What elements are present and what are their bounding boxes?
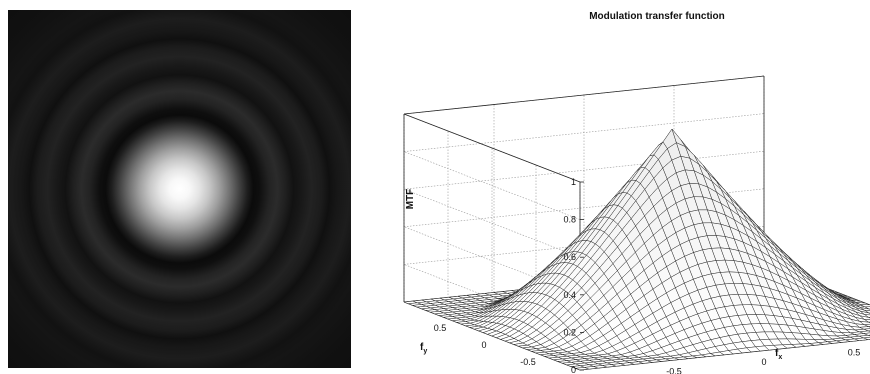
z-tick-labels: 0 0.2 0.4 0.6 0.8 1 (563, 177, 584, 374)
z-tick-label: 0 (571, 365, 576, 374)
mtf-surface-mesh (403, 128, 870, 371)
box-edge (403, 75, 765, 115)
mtf-surface-cell (863, 314, 870, 318)
y-tick-labels: -1-0.500.51 (434, 323, 536, 367)
z-tick-label: 0.8 (563, 215, 576, 225)
z-tick-label: 0.4 (563, 290, 576, 300)
x-tick-labels: -1-0.500.5 (666, 348, 861, 374)
y-axis-label: fy (420, 342, 427, 355)
x-axis-label: fx (775, 348, 782, 361)
mtf-surface-cell (863, 336, 870, 340)
back-wall-gridline (403, 150, 765, 190)
mtf-surface-cell (864, 306, 870, 310)
box-edge (403, 113, 581, 183)
mtf-surface-chart: Modulation transfer function MTF fy fx 0… (403, 11, 870, 374)
z-axis-label: MTF (405, 189, 416, 210)
chart-title: Modulation transfer function (589, 11, 725, 22)
mtf-surface-cell (863, 310, 870, 314)
mtf-surface-cell (863, 319, 870, 323)
y-axis-label-sub: y (423, 348, 427, 355)
x-axis-label-sub: x (778, 354, 782, 361)
x-tick-label: 0.5 (848, 348, 861, 358)
mtf-surface-cell (864, 323, 870, 327)
mtf-surface-cell (863, 332, 870, 336)
y-tick-label: 0 (481, 340, 486, 350)
z-tick-label: 0.6 (563, 252, 576, 262)
y-tick-label: 0.5 (434, 323, 447, 333)
y-axis-label-main: f (420, 342, 424, 353)
mtf-surface-cell (863, 328, 870, 332)
z-tick-label: 1 (571, 177, 576, 187)
x-axis-label-main: f (775, 348, 779, 359)
point-spread-function-image (8, 10, 351, 368)
x-tick-label: -0.5 (666, 367, 682, 374)
y-tick-label: -0.5 (520, 357, 536, 367)
left-wall-gridline (403, 188, 581, 258)
z-tick-label: 0.2 (563, 327, 576, 337)
x-tick-label: 0 (761, 357, 766, 367)
